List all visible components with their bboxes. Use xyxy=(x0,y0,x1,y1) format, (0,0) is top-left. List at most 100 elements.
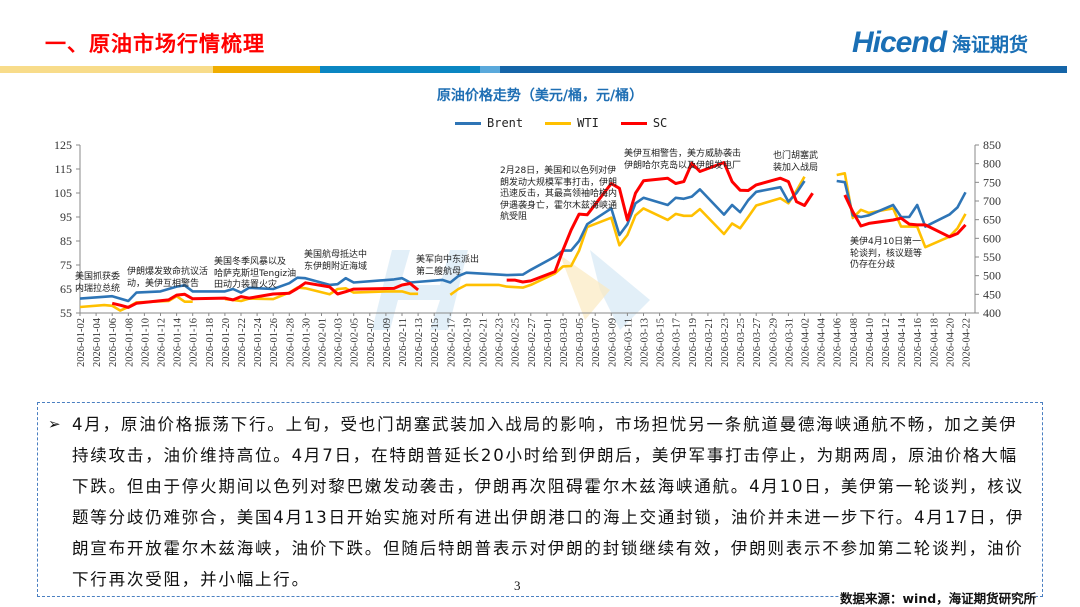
x-tick-label: 2026-01-06 xyxy=(108,318,119,367)
page-number: 3 xyxy=(514,578,521,593)
annotation: 美伊互相警告，美方威胁袭击 伊朗哈尔克岛以及伊朗发电厂 xyxy=(624,149,741,172)
bullet-arrow-icon: ➢ xyxy=(48,415,61,433)
series-line-sc xyxy=(843,194,967,239)
annotation-line: 伊朗爆发致命抗议活 xyxy=(127,267,209,277)
y-left-tick-label: 125 xyxy=(54,138,72,152)
annotation-line: 迅速反击，其最高领袖哈梅内 xyxy=(500,189,618,199)
legend-item-brent: Brent xyxy=(455,116,523,130)
logo-text-en: Hicend xyxy=(852,26,947,59)
chart-legend: Brent WTI SC xyxy=(455,116,667,130)
x-tick-label: 2026-02-01 xyxy=(318,318,329,367)
x-tick-label: 2026-03-17 xyxy=(672,318,683,367)
annotation-line: 哈萨克斯坦Tengiz油 xyxy=(214,268,297,279)
x-tick-label: 2026-04-14 xyxy=(897,317,908,367)
annotation-line: 东伊朗附近海域 xyxy=(304,261,368,272)
x-tick-label: 2026-04-04 xyxy=(817,317,828,367)
legend-label: Brent xyxy=(487,116,524,130)
data-source: 数据来源：wind，海证期货研究所 xyxy=(840,588,1037,607)
x-tick-label: 2026-03-21 xyxy=(704,318,715,367)
company-logo: Hicend 海证期货 xyxy=(852,26,1028,60)
y-right-tick-label: 450 xyxy=(983,287,1001,301)
y-left-tick-label: 85 xyxy=(60,234,72,248)
legend-swatch xyxy=(545,121,572,125)
annotation-line: 美伊4月10日第一 xyxy=(850,237,922,247)
x-tick-label: 2026-02-17 xyxy=(446,318,457,367)
annotation-line: 第二艘航母 xyxy=(416,266,462,277)
annotation-line: 美国冬季风暴以及 xyxy=(214,257,287,267)
x-tick-label: 2026-02-13 xyxy=(414,318,425,367)
x-tick-label: 2026-04-18 xyxy=(929,318,940,367)
x-tick-label: 2026-02-15 xyxy=(430,318,441,367)
y-right-tick-label: 400 xyxy=(983,306,1001,320)
header-bar-segment xyxy=(213,66,320,73)
annotation: 美军向中东派出 第二艘航母 xyxy=(416,255,479,278)
header-bar-segment xyxy=(0,66,213,73)
annotation-line: 伊朗哈尔克岛以及伊朗发电厂 xyxy=(624,160,742,171)
x-tick-label: 2026-01-22 xyxy=(237,318,248,367)
x-tick-label: 2026-01-24 xyxy=(253,317,264,367)
watermark-logo xyxy=(372,250,650,330)
x-tick-label: 2026-03-09 xyxy=(607,318,618,367)
header-bar-segment xyxy=(500,66,1067,73)
annotation-line: 内瑞拉总统 xyxy=(75,283,121,294)
x-tick-label: 2026-03-19 xyxy=(688,318,699,367)
x-tick-label: 2026-01-28 xyxy=(285,318,296,367)
legend-swatch xyxy=(455,121,481,125)
annotation: 2月28日，美国和以色列对伊 朗发动大规模军事打击，伊朗 迅速反击，其最高领袖哈梅内… xyxy=(500,166,617,224)
x-tick-label: 2026-04-02 xyxy=(801,318,812,367)
page-title: 一、原油市场行情梳理 xyxy=(45,32,265,56)
y-right-tick-label: 550 xyxy=(983,250,1001,264)
x-tick-label: 2026-04-12 xyxy=(881,318,892,367)
logo-text-cn: 海证期货 xyxy=(952,34,1029,56)
annotation-line: 田动力装置火灾 xyxy=(214,280,278,290)
y-right-tick-label: 600 xyxy=(983,231,1001,245)
y-left-tick-label: 95 xyxy=(60,210,72,224)
y-right-tick-label: 850 xyxy=(983,138,1001,152)
x-tick-label: 2026-03-27 xyxy=(752,318,763,367)
x-tick-label: 2026-02-03 xyxy=(334,318,345,367)
x-tick-label: 2026-03-25 xyxy=(736,318,747,367)
annotation-line: 美军向中东派出 xyxy=(416,255,480,265)
series-line-sc xyxy=(111,281,420,309)
price-chart: 55 65 75 85 95 105 115 125 400 450 500 550 600 650 700… xyxy=(54,138,1001,367)
legend-item-wti: WTI xyxy=(545,116,599,130)
x-tick-label: 2026-01-08 xyxy=(124,318,135,367)
x-tick-label: 2026-01-16 xyxy=(189,318,200,367)
legend-label: SC xyxy=(652,116,668,130)
x-tick-label: 2026-03-05 xyxy=(575,318,586,367)
annotation: 也门胡塞武 装加入战局 xyxy=(773,151,818,174)
summary-box: ➢ 4月，原油价格振荡下行。上旬，受也门胡塞武装加入战局的影响，市场担忧另一条航… xyxy=(37,402,1043,597)
y-left-tick-label: 65 xyxy=(60,282,72,296)
x-tick-label: 2026-04-20 xyxy=(945,318,956,367)
x-tick-label: 2026-01-26 xyxy=(269,318,280,367)
annotation-line: 航受阻 xyxy=(500,212,528,222)
x-tick-label: 2026-02-21 xyxy=(479,318,490,367)
x-tick-label: 2026-01-04 xyxy=(92,317,103,367)
annotation: 美国抓获委 内瑞拉总统 xyxy=(75,272,120,295)
x-tick-label: 2026-04-10 xyxy=(865,318,876,367)
series-line-wti xyxy=(224,286,419,303)
x-tick-label: 2026-03-07 xyxy=(591,318,602,367)
x-tick-label: 2026-01-30 xyxy=(301,318,312,367)
y-left-tick-label: 105 xyxy=(54,186,72,200)
x-tick-label: 2026-03-23 xyxy=(720,318,731,367)
y-left-tick-label: 55 xyxy=(60,306,72,320)
x-tick-label: 2026-01-20 xyxy=(221,318,232,367)
series-line-wti xyxy=(449,176,806,296)
x-tick-label: 2026-03-31 xyxy=(784,318,795,367)
x-tick-label: 2026-03-29 xyxy=(768,318,779,367)
annotation-line: 仍存在分歧 xyxy=(850,260,896,270)
annotation-line: 美伊互相警告，美方威胁袭击 xyxy=(624,149,742,159)
annotation: 美国冬季风暴以及 哈萨克斯坦Tengiz油 田动力装置火灾 xyxy=(214,257,296,292)
x-tick-label: 2026-02-05 xyxy=(350,318,361,367)
annotation-line: 美国航母抵达中 xyxy=(304,250,368,260)
header-bar-segment xyxy=(320,66,480,73)
series-line-sc xyxy=(506,161,814,284)
legend-item-sc: SC xyxy=(620,116,668,130)
x-tick-label: 2026-01-10 xyxy=(140,318,151,367)
annotation-line: 伊遇袭身亡，霍尔木兹海峡通 xyxy=(500,200,618,211)
y-left-tick-label: 115 xyxy=(54,162,72,176)
summary-text: 4月，原油价格振荡下行。上旬，受也门胡塞武装加入战局的影响，市场担忧另一条航道曼… xyxy=(72,415,1025,589)
x-tick-label: 2026-03-11 xyxy=(623,318,634,367)
